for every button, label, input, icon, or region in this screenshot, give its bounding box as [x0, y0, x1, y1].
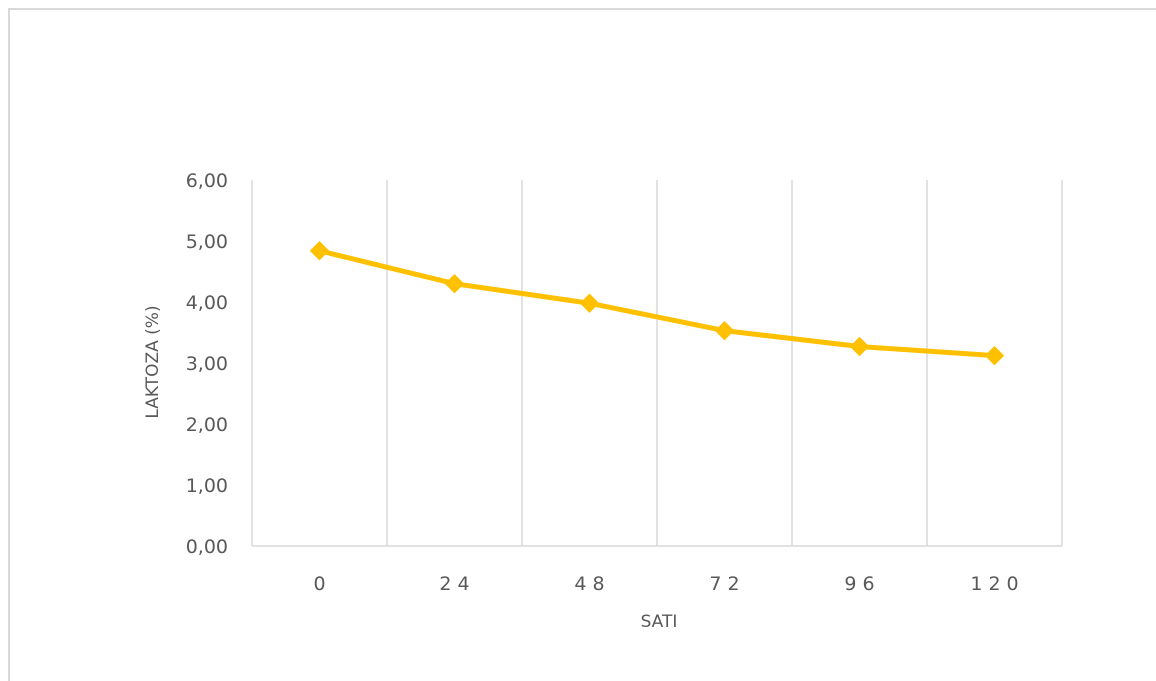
data-point-marker [444, 273, 465, 294]
x-tick-label: 72 [709, 573, 745, 595]
data-point-marker [984, 345, 1005, 366]
x-axis-title: SATI [641, 612, 678, 632]
x-tick-label: 96 [844, 573, 880, 595]
x-tick-label: 0 [313, 573, 331, 595]
x-tick-label: 24 [439, 573, 475, 595]
x-tick-label: 120 [970, 573, 1024, 595]
y-tick-label: 5,00 [186, 231, 228, 253]
y-tick-label: 1,00 [186, 475, 228, 497]
y-tick-label: 0,00 [186, 536, 228, 558]
gridlines [251, 180, 1063, 546]
series-markers [309, 241, 1005, 366]
x-tick-labels: 0 24 48 72 96 120 [313, 573, 1024, 595]
y-tick-label: 6,00 [186, 170, 228, 192]
data-point-marker [309, 241, 330, 261]
data-point-marker [579, 293, 600, 313]
series-line [317, 248, 997, 359]
y-tick-label: 3,00 [186, 353, 228, 375]
y-tick-labels: 0,00 1,00 2,00 3,00 4,00 5,00 6,00 [186, 170, 228, 558]
data-point-marker [714, 320, 735, 341]
y-axis-title: LAKTOZA (%) [143, 305, 163, 418]
data-point-marker [849, 336, 870, 357]
series-line [317, 248, 997, 359]
x-tick-label: 48 [574, 573, 610, 595]
y-tick-label: 4,00 [186, 292, 228, 314]
y-tick-label: 2,00 [186, 414, 228, 436]
chart-frame [8, 8, 1156, 681]
